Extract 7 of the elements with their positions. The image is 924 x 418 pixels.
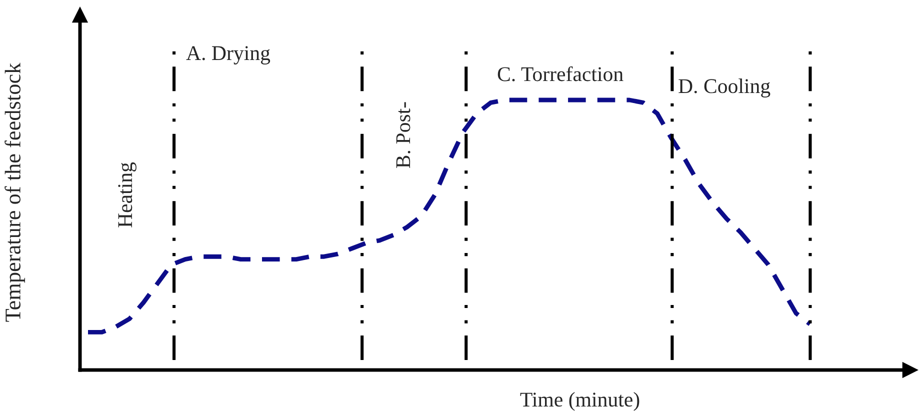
annotation: Heating	[118, 162, 136, 228]
annotation: B. Post-	[396, 102, 410, 168]
x-axis-title: Time (minute)	[520, 392, 640, 411]
y-axis-title: Temperature of the feedstock	[4, 62, 25, 322]
text: D. Cooling	[678, 78, 770, 98]
text: C. Torrefaction	[498, 66, 624, 82]
text: A. Drying	[186, 46, 270, 64]
